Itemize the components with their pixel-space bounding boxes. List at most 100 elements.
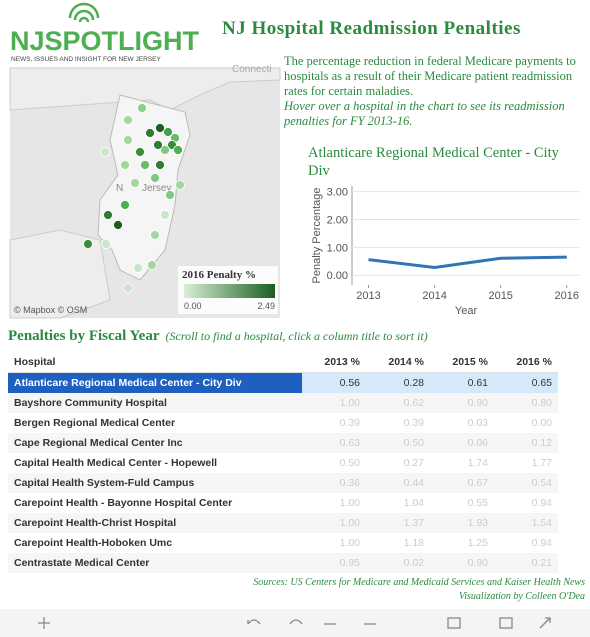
table-row[interactable]: Bergen Regional Medical Center 0.39 0.39 0.… bbox=[8, 413, 558, 433]
line bbox=[368, 255, 567, 269]
penalty-cell: 0.61 bbox=[430, 372, 494, 393]
penalty-cell: 0.39 bbox=[339, 417, 360, 429]
penalty-cell: 0.90 bbox=[430, 393, 494, 413]
column-header[interactable]: Hospital bbox=[8, 352, 302, 373]
y-tick-label: 2.00 bbox=[327, 214, 348, 226]
penalty-cell: 1.04 bbox=[403, 497, 424, 509]
penalty-cell: 0.80 bbox=[494, 393, 558, 413]
penalty-cell: 0.00 bbox=[531, 417, 552, 429]
legend-max: 2.49 bbox=[257, 301, 275, 311]
penalty-cell: 0.50 bbox=[339, 457, 360, 469]
tagline: NEWS, ISSUES AND INSIGHT FOR NEW JERSEY bbox=[11, 56, 161, 63]
table-row[interactable]: Cape Regional Medical Center Inc 0.63 0.50… bbox=[8, 433, 558, 453]
hospital-dots bbox=[83, 103, 185, 293]
column-header[interactable]: 2013 % bbox=[302, 352, 366, 373]
hospital-cell: Carepoint Health-Hoboken Umc bbox=[14, 537, 173, 549]
penalty-cell: 0.36 bbox=[302, 473, 366, 493]
table-row[interactable]: Bayshore Community Hospital 1.00 0.62 0.90 0… bbox=[8, 393, 558, 413]
title: NJ Hospital Readmission Penalties bbox=[222, 18, 521, 39]
table-note: (Scroll to find a hospital, click a colu… bbox=[165, 329, 428, 343]
toolbar bbox=[0, 609, 590, 637]
table-row[interactable]: Atlanticare Regional Medical Center - Ci… bbox=[8, 372, 558, 393]
penalty-cell: 0.12 bbox=[494, 433, 558, 453]
penalty-cell: 1.74 bbox=[467, 457, 488, 469]
hospital-cell: Bergen Regional Medical Center bbox=[14, 417, 176, 429]
penalty-cell: 0.06 bbox=[430, 433, 494, 453]
penalty-cell: 0.95 bbox=[302, 553, 366, 573]
y-tick-label: 1.00 bbox=[327, 242, 348, 254]
chart-title: Atlanticare Regional Medical Center - Ci… bbox=[308, 145, 559, 179]
sources: Sources: US Centers for Medicare and Med… bbox=[253, 577, 585, 588]
table-row[interactable]: Centrastate Medical Center 0.95 0.02 0.90 0.… bbox=[8, 553, 558, 573]
legend-min: 0.00 bbox=[184, 301, 202, 311]
table-heading: Penalties by Fiscal Year (Scroll to find … bbox=[8, 328, 428, 345]
penalty-cell: 0.94 bbox=[531, 497, 552, 509]
table-row[interactable]: Carepoint Health-Hoboken Umc 1.00 1.18 1.25… bbox=[8, 533, 558, 553]
penalty-cell: 0.67 bbox=[430, 473, 494, 493]
penalty-cell: 1.25 bbox=[467, 537, 488, 549]
penalty-cell: 0.21 bbox=[494, 553, 558, 573]
logo: NJSPOTLIGHT NEWS, ISSUES AND INSIGHT FOR… bbox=[10, 2, 200, 63]
penalty-cell: 0.62 bbox=[366, 393, 430, 413]
penalty-cell: 1.93 bbox=[430, 513, 494, 533]
penalty-cell: 0.28 bbox=[366, 372, 430, 393]
table-row[interactable]: Carepoint Health-Christ Hospital 1.00 1.37… bbox=[8, 513, 558, 533]
map: Connecti N Jersey © Mapbox © OSM 2016 Pe… bbox=[9, 64, 281, 319]
hint: Hover over a hospital in the chart to se… bbox=[284, 99, 565, 128]
x-tick-label: 2015 bbox=[488, 290, 512, 302]
penalty-cell: 0.27 bbox=[403, 457, 424, 469]
penalty-cell: 0.54 bbox=[494, 473, 558, 493]
hospital-cell: Carepoint Health-Christ Hospital bbox=[8, 513, 302, 533]
hospital-cell: Centrastate Medical Center bbox=[8, 553, 302, 573]
description-text: The percentage reduction in federal Medi… bbox=[284, 54, 576, 98]
hospital-cell: Capital Health System-Fuld Campus bbox=[8, 473, 302, 493]
x-tick-label: 2016 bbox=[555, 290, 579, 302]
table-title: Penalties by Fiscal Year bbox=[8, 328, 160, 344]
x-tick-label: 2013 bbox=[356, 290, 380, 302]
column-header[interactable]: 2014 % bbox=[366, 352, 430, 373]
penalty-cell: 1.00 bbox=[302, 393, 366, 413]
hospital-cell: Atlanticare Regional Medical Center - Ci… bbox=[8, 372, 302, 393]
penalty-cell: 0.65 bbox=[494, 372, 558, 393]
x-tick-label: 2014 bbox=[422, 290, 446, 302]
table-row[interactable]: Carepoint Health - Bayonne Hospital Cent… bbox=[8, 493, 558, 513]
line-chart: 0.00 1.00 2.00 3.00 2013 2014 2015 2016 Year Pena… bbox=[311, 186, 580, 317]
table-row[interactable]: Capital Health System-Fuld Campus 0.36 0.4… bbox=[8, 473, 558, 493]
hospital-cell: Bayshore Community Hospital bbox=[8, 393, 302, 413]
penalty-cell: 0.56 bbox=[302, 372, 366, 393]
description: The percentage reduction in federal Medi… bbox=[284, 54, 584, 129]
map-label: N bbox=[116, 183, 123, 194]
penalty-cell: 1.54 bbox=[494, 513, 558, 533]
penalty-cell: 0.63 bbox=[302, 433, 366, 453]
map-label: Jersey bbox=[142, 183, 171, 194]
credit: Visualization by Colleen O'Dea bbox=[458, 591, 585, 602]
map-label: Connecti bbox=[232, 64, 271, 75]
penalty-cell: 1.00 bbox=[339, 537, 360, 549]
legend-gradient bbox=[184, 284, 275, 298]
column-header[interactable]: 2016 % bbox=[494, 352, 558, 373]
penalty-cell: 1.37 bbox=[366, 513, 430, 533]
y-tick-label: 0.00 bbox=[327, 270, 348, 282]
hospital-cell: Cape Regional Medical Center Inc bbox=[8, 433, 302, 453]
penalty-cell: 0.03 bbox=[467, 417, 488, 429]
footer: Sources: US Centers for Medicare and Med… bbox=[253, 576, 585, 604]
penalty-cell: 1.00 bbox=[339, 497, 360, 509]
table-row[interactable]: Capital Health Medical Center - Hopewell… bbox=[8, 453, 558, 473]
penalty-table: Hospital 2013 % 2014 % 2015 % 2016 % Atlantic… bbox=[8, 352, 558, 573]
penalty-cell: 1.00 bbox=[302, 513, 366, 533]
column-header[interactable]: 2015 % bbox=[430, 352, 494, 373]
penalty-cell: 0.94 bbox=[531, 537, 552, 549]
x-axis-label: Year bbox=[455, 305, 478, 317]
hospital-cell: Capital Health Medical Center - Hopewell bbox=[14, 457, 218, 469]
y-tick-label: 3.00 bbox=[327, 187, 348, 199]
penalty-cell: 0.39 bbox=[403, 417, 424, 429]
penalty-cell: 0.55 bbox=[467, 497, 488, 509]
penalty-cell: 1.77 bbox=[531, 457, 552, 469]
penalty-cell: 0.44 bbox=[366, 473, 430, 493]
logo-text: NJSPOTLIGHT bbox=[10, 26, 200, 56]
attribution: © Mapbox © OSM bbox=[14, 305, 87, 315]
penalty-cell: 0.90 bbox=[430, 553, 494, 573]
penalty-cell: 0.50 bbox=[366, 433, 430, 453]
